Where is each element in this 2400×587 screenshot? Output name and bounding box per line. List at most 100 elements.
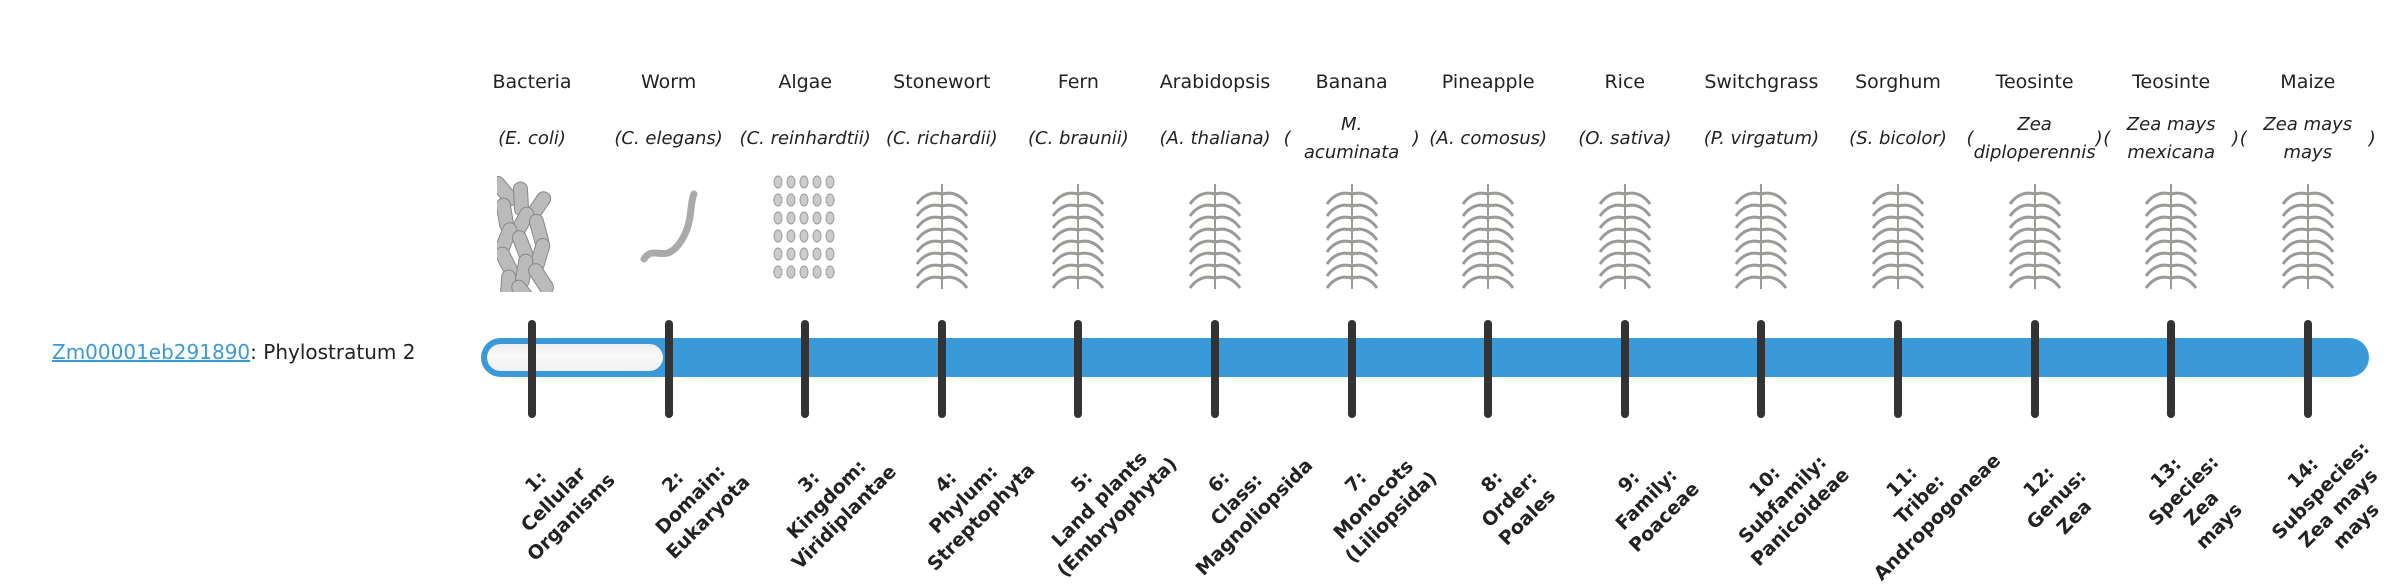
- pineapple-icon: [1420, 174, 1556, 294]
- stratum-label: 4: Phylum: Streptophyta: [887, 423, 1041, 577]
- organism-column: Algae (C. reinhardtii): [737, 60, 873, 294]
- organism-name: Pineapple: [1441, 71, 1535, 93]
- organism-species: Zea mays mays: [2263, 114, 2353, 163]
- organism-species-wrap: (Zea mays mexicana): [2103, 104, 2239, 174]
- organism-name: Bacteria: [492, 71, 572, 93]
- organism-species-wrap: (E. coli): [464, 104, 600, 174]
- organism-column: Sorghum (S. bicolor): [1830, 60, 1966, 294]
- organism-species: P. virgatum: [1710, 128, 1813, 149]
- organism-species-wrap: (Zea diploperennis): [1967, 104, 2103, 174]
- maize-icon: [2240, 174, 2376, 294]
- phylostratum-bar: [481, 338, 2369, 377]
- stratum-tick: [664, 320, 673, 418]
- organism-species-wrap: (C. reinhardtii): [737, 104, 873, 174]
- rice-icon: [1557, 174, 1693, 294]
- organism-column: Banana (M. acuminata): [1284, 60, 1420, 294]
- stratum-tick: [2030, 320, 2039, 418]
- organism-species: C. braunii: [1035, 128, 1122, 149]
- arabidopsis-icon: [1147, 174, 1283, 294]
- stratum-label: 9: Family: Poaceae: [1589, 442, 1705, 558]
- organism-species-wrap: (P. virgatum): [1693, 104, 1829, 174]
- organism-species: C. richardii: [893, 128, 991, 149]
- bacteria-icon: [464, 174, 600, 294]
- stratum-tick: [1620, 320, 1629, 418]
- organism-species: S. bicolor: [1856, 128, 1940, 149]
- stratum-label: 14: Subspecies: Zea mays mays: [2249, 419, 2400, 580]
- stratum-label: 2: Domain: Eukaryota: [626, 435, 756, 565]
- organism-column: Fern (C. braunii): [1010, 60, 1146, 294]
- gene-heading: Zm00001eb291890: Phylostratum 2: [52, 340, 415, 364]
- organism-name: Stonewort: [893, 71, 991, 93]
- organism-species: A. thaliana: [1166, 128, 1264, 149]
- stratum-tick: [528, 320, 536, 418]
- gene-link[interactable]: Zm00001eb291890: [52, 340, 251, 364]
- organism-name: Algae: [778, 71, 833, 93]
- organism-species-wrap: (O. sativa): [1557, 104, 1693, 174]
- stratum-tick: [1074, 320, 1083, 418]
- stratum-label: 1: Cellular Organisms: [487, 433, 621, 567]
- organism-column: Rice (O. sativa): [1557, 60, 1693, 294]
- organism-name: Maize: [2280, 71, 2336, 93]
- algae-icon: [737, 174, 873, 294]
- stratum-tick: [1211, 320, 1219, 418]
- stratum-label: 10: Subfamily: Panicoideae: [1711, 428, 1855, 572]
- organism-column: Teosinte (Zea mays mexicana): [2103, 60, 2239, 294]
- organism-species: A. comosus: [1436, 128, 1541, 149]
- organism-species-wrap: (A. comosus): [1420, 104, 1556, 174]
- organism-species: C. elegans: [621, 128, 716, 149]
- stratum-tick: [1757, 320, 1766, 418]
- stratum-tick: [1347, 320, 1356, 418]
- stratum-tick: [801, 320, 810, 418]
- organism-name: Teosinte: [2132, 71, 2211, 93]
- stratum-label: 6: Class: Magnoliopsida: [1155, 418, 1318, 581]
- phylostratum-label: : Phylostratum 2: [250, 340, 416, 364]
- organism-column: Pineapple (A. comosus): [1420, 60, 1556, 294]
- organism-species-wrap: (A. thaliana): [1147, 104, 1283, 174]
- organism-species: M. acuminata: [1303, 114, 1400, 163]
- organism-name: Rice: [1604, 71, 1646, 93]
- organism-species-wrap: (Zea mays mays): [2240, 104, 2376, 174]
- organism-species-wrap: (M. acuminata): [1284, 104, 1420, 174]
- stonewort-icon: [874, 174, 1010, 294]
- organism-name: Arabidopsis: [1159, 71, 1271, 93]
- stratum-label: 13: Species: Zea mays: [2126, 433, 2260, 567]
- switchgrass-icon: [1693, 174, 1829, 294]
- organism-name: Sorghum: [1855, 71, 1941, 93]
- organism-species: E. coli: [505, 128, 559, 149]
- teosinte-icon: [2103, 174, 2239, 294]
- stratum-label: 5: Land plants (Embryophyta): [1017, 417, 1183, 583]
- organism-species-wrap: (C. braunii): [1010, 104, 1146, 174]
- stratum-tick: [2303, 320, 2312, 418]
- worm-icon: [601, 174, 737, 294]
- organism-column: Stonewort (C. richardii): [874, 60, 1010, 294]
- organism-column: Worm (C. elegans): [601, 60, 737, 294]
- organism-name: Teosinte: [1995, 71, 2074, 93]
- fern-icon: [1010, 174, 1146, 294]
- organism-species: Zea mays mexicana: [2126, 114, 2216, 163]
- stratum-label: 11: Tribe: Andropogoneae: [1833, 413, 2006, 586]
- organism-column: Bacteria (E. coli): [464, 60, 600, 294]
- phylostratum-bar-empty-segment: [487, 344, 663, 371]
- organism-species-wrap: (C. richardii): [874, 104, 1010, 174]
- sorghum-icon: [1830, 174, 1966, 294]
- stratum-tick: [937, 320, 946, 418]
- stratum-label: 3: Kingdom: Viridiplantae: [752, 425, 903, 576]
- organism-species: C. reinhardtii: [746, 128, 864, 149]
- organism-column: Teosinte (Zea diploperennis): [1967, 60, 2103, 294]
- organism-name: Banana: [1315, 71, 1388, 93]
- organism-species-wrap: (C. elegans): [601, 104, 737, 174]
- organism-name: Worm: [640, 71, 697, 93]
- stratum-label: 8: Order: Poales: [1459, 449, 1562, 552]
- organism-column: Arabidopsis (A. thaliana): [1147, 60, 1283, 294]
- stratum-label: 12: Genus: Zea: [2004, 447, 2110, 553]
- organism-name: Switchgrass: [1704, 71, 1819, 93]
- stratum-label: 7: Monocots (Liliopsida): [1305, 431, 1443, 569]
- stratum-tick: [1484, 320, 1493, 418]
- stratum-tick: [1894, 320, 1902, 418]
- banana-icon: [1284, 174, 1420, 294]
- organism-species: Zea diploperennis: [1973, 114, 2096, 163]
- organism-species: O. sativa: [1585, 128, 1665, 149]
- teosinte-icon: [1967, 174, 2103, 294]
- stratum-tick: [2167, 320, 2176, 418]
- organism-column: Maize (Zea mays mays): [2240, 60, 2376, 294]
